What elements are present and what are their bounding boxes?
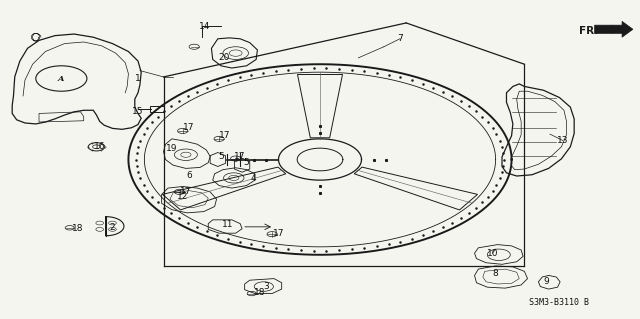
Text: 5: 5 [244, 158, 250, 167]
Text: 18: 18 [72, 224, 83, 233]
Polygon shape [355, 167, 477, 210]
Text: 3: 3 [263, 282, 269, 291]
Polygon shape [595, 21, 633, 37]
Text: 4: 4 [250, 174, 256, 183]
Text: 17: 17 [273, 229, 284, 238]
Text: 7: 7 [397, 34, 403, 43]
Polygon shape [298, 74, 342, 138]
Text: 17: 17 [183, 123, 195, 132]
Text: 10: 10 [486, 249, 498, 258]
Text: 17: 17 [180, 187, 191, 196]
Text: 8: 8 [493, 269, 499, 278]
Text: 17: 17 [234, 152, 246, 161]
Text: 11: 11 [221, 220, 233, 229]
Text: 15: 15 [132, 108, 144, 116]
Text: FR.: FR. [579, 26, 598, 36]
Text: 9: 9 [544, 277, 550, 286]
Text: S3M3-B3110 B: S3M3-B3110 B [529, 298, 589, 307]
Text: 18: 18 [253, 288, 265, 297]
Text: 14: 14 [200, 22, 211, 31]
Text: A: A [58, 76, 65, 84]
Text: 6: 6 [186, 171, 192, 180]
Text: 1: 1 [135, 74, 141, 83]
Text: 12: 12 [177, 191, 188, 201]
Text: 17: 17 [218, 131, 230, 140]
Text: 13: 13 [557, 136, 568, 145]
Text: 19: 19 [166, 144, 177, 153]
Text: 20: 20 [218, 53, 230, 62]
Text: 16: 16 [94, 142, 106, 151]
Polygon shape [163, 167, 285, 210]
Text: 5: 5 [218, 152, 224, 161]
Text: 2: 2 [109, 223, 115, 232]
